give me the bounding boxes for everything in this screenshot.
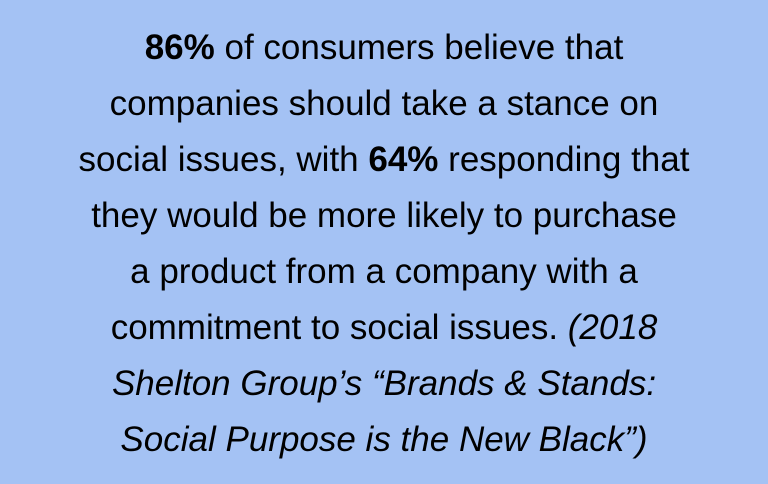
- text-run: of consumers believe that: [214, 28, 624, 67]
- quote-line: a product from a company with a: [0, 244, 768, 300]
- text-run: 86%: [144, 28, 215, 67]
- text-run: social issues, with: [78, 140, 369, 179]
- text-run: Social Purpose is the New Black”): [120, 420, 648, 459]
- text-run: companies should take a stance on: [109, 84, 659, 123]
- text-run: responding that: [438, 140, 690, 179]
- quote-line: commitment to social issues. (2018: [0, 300, 768, 356]
- text-run: commitment to social issues.: [110, 308, 568, 347]
- quote-line: 86% of consumers believe that: [0, 20, 768, 76]
- quote-line: social issues, with 64% responding that: [0, 132, 768, 188]
- text-run: Shelton Group’s “Brands & Stands:: [111, 364, 657, 403]
- text-run: a product from a company with a: [130, 252, 638, 291]
- quote-line: Shelton Group’s “Brands & Stands:: [0, 356, 768, 412]
- text-run: 64%: [368, 140, 439, 179]
- text-run: (2018: [567, 308, 658, 347]
- quote-line: they would be more likely to purchase: [0, 188, 768, 244]
- quote-line: Social Purpose is the New Black”): [0, 412, 768, 468]
- quote-line: companies should take a stance on: [0, 76, 768, 132]
- text-run: they would be more likely to purchase: [91, 196, 677, 235]
